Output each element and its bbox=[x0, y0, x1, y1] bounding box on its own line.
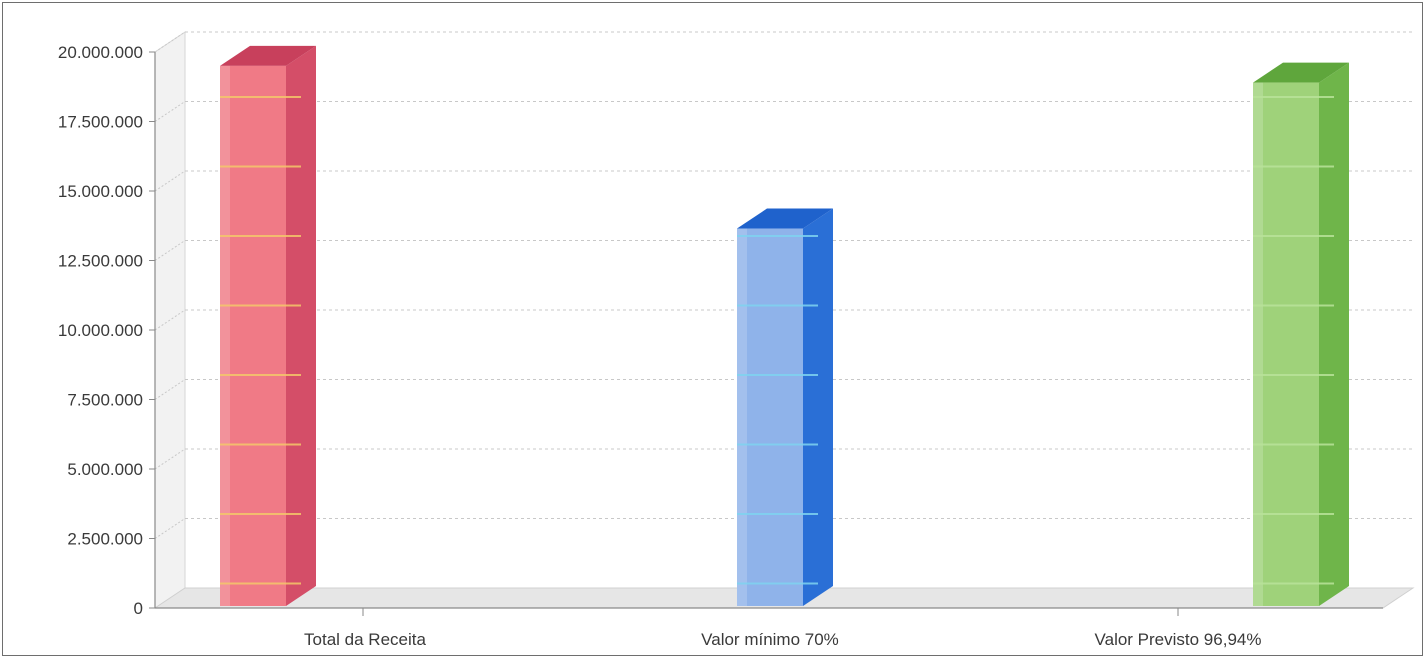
y-tick-labels: 0 2.500.000 5.000.000 7.500.000 10.000.000 12… bbox=[58, 43, 143, 618]
y-tick-label: 7.500.000 bbox=[67, 391, 143, 410]
bar-chart: 0 2.500.000 5.000.000 7.500.000 10.000.000 12… bbox=[58, 31, 1415, 649]
y-tick-label: 17.500.000 bbox=[58, 113, 143, 132]
bar-2 bbox=[737, 208, 833, 606]
bar-1 bbox=[220, 45, 316, 606]
bar-side bbox=[1319, 62, 1349, 606]
y-tick-label: 12.500.000 bbox=[58, 252, 143, 271]
x-category-labels: Total da Receita Valor mínimo 70% Valor Pr… bbox=[304, 630, 1261, 649]
bar-top bbox=[1253, 62, 1349, 83]
bar-front bbox=[220, 65, 286, 606]
bar-front bbox=[737, 228, 803, 606]
x-category-label: Total da Receita bbox=[304, 630, 426, 649]
bar-highlight bbox=[1253, 82, 1263, 606]
bar-3 bbox=[1253, 62, 1349, 606]
x-category-label: Valor Previsto 96,94% bbox=[1095, 630, 1262, 649]
y-tick-label: 2.500.000 bbox=[67, 530, 143, 549]
bar-side bbox=[803, 208, 833, 606]
bar-side bbox=[286, 45, 316, 606]
bar-top bbox=[737, 208, 833, 229]
y-tick-label: 10.000.000 bbox=[58, 321, 143, 340]
bar-highlight bbox=[220, 65, 230, 606]
bar-highlight bbox=[737, 228, 747, 606]
bars bbox=[220, 45, 1349, 606]
y-tick-label: 15.000.000 bbox=[58, 182, 143, 201]
bar-top bbox=[220, 45, 316, 66]
y-tick-label: 5.000.000 bbox=[67, 460, 143, 479]
y-tick-label: 0 bbox=[134, 599, 143, 618]
y-tick-label: 20.000.000 bbox=[58, 43, 143, 62]
x-category-label: Valor mínimo 70% bbox=[701, 630, 839, 649]
axes bbox=[149, 51, 1383, 616]
bar-front bbox=[1253, 82, 1319, 606]
